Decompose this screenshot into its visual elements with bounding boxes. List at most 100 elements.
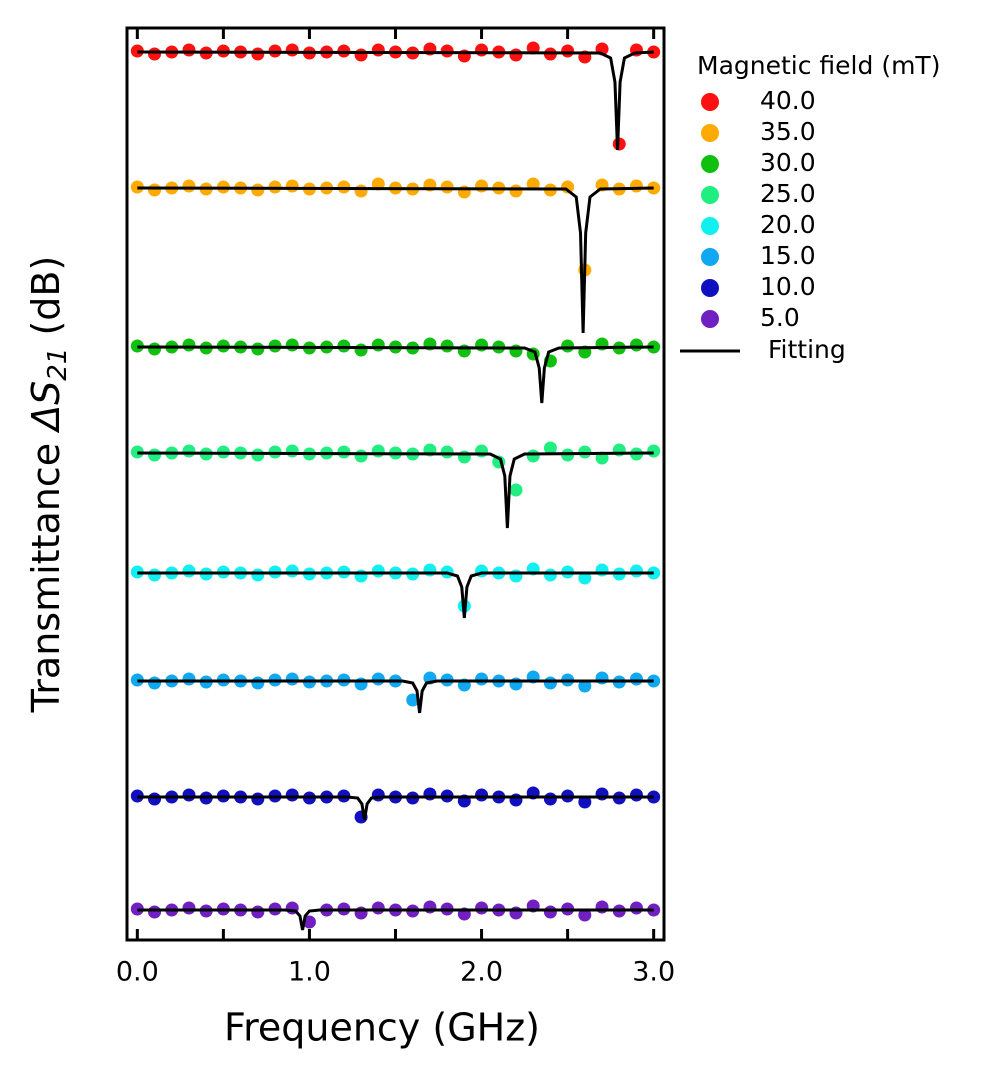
data-point bbox=[475, 444, 489, 458]
data-point bbox=[182, 444, 196, 458]
data-point bbox=[475, 672, 489, 686]
data-point bbox=[509, 483, 523, 497]
data-point bbox=[354, 449, 368, 463]
data-point bbox=[440, 44, 454, 58]
data-point bbox=[251, 183, 265, 197]
x-tick-label: 2.0 bbox=[460, 957, 503, 988]
data-point bbox=[543, 441, 557, 455]
data-point bbox=[423, 900, 437, 914]
data-point bbox=[440, 180, 454, 194]
data-point bbox=[148, 568, 162, 582]
data-point bbox=[629, 338, 643, 352]
data-point bbox=[509, 677, 523, 691]
data-point bbox=[251, 792, 265, 806]
legend-label: 40.0 bbox=[760, 86, 816, 115]
data-point bbox=[251, 905, 265, 919]
data-point bbox=[148, 792, 162, 806]
data-point bbox=[285, 672, 299, 686]
data-point bbox=[354, 48, 368, 62]
data-point bbox=[509, 344, 523, 358]
data-point bbox=[285, 564, 299, 578]
data-point bbox=[182, 564, 196, 578]
plot-frame bbox=[125, 26, 666, 942]
data-point bbox=[526, 41, 540, 55]
data-point bbox=[509, 48, 523, 62]
data-point bbox=[371, 444, 385, 458]
legend-label: Fitting bbox=[768, 335, 846, 364]
data-point bbox=[371, 788, 385, 802]
data-point bbox=[251, 448, 265, 462]
data-point bbox=[578, 795, 592, 809]
data-point bbox=[440, 339, 454, 353]
data-point bbox=[578, 445, 592, 459]
data-point bbox=[251, 342, 265, 356]
data-point bbox=[371, 43, 385, 57]
data-point bbox=[526, 177, 540, 191]
x-tick-label: 1.0 bbox=[288, 957, 331, 988]
data-point bbox=[130, 44, 144, 58]
data-point bbox=[629, 788, 643, 802]
data-point bbox=[182, 179, 196, 193]
data-point bbox=[578, 571, 592, 585]
legend-label: 15.0 bbox=[760, 241, 816, 270]
data-point bbox=[354, 343, 368, 357]
data-point bbox=[578, 908, 592, 922]
data-point bbox=[595, 563, 609, 577]
fit-line bbox=[137, 451, 654, 529]
data-point bbox=[285, 338, 299, 352]
data-point bbox=[285, 788, 299, 802]
data-point bbox=[406, 693, 420, 707]
fit-line bbox=[137, 50, 654, 151]
data-point bbox=[148, 342, 162, 356]
data-point bbox=[182, 901, 196, 915]
fit-line bbox=[137, 679, 654, 714]
data-point bbox=[475, 43, 489, 57]
data-point bbox=[354, 677, 368, 691]
y-axis-label: Transmittance ΔS21 (dB) bbox=[24, 256, 73, 714]
data-point bbox=[475, 788, 489, 802]
data-point bbox=[337, 445, 351, 459]
data-point bbox=[354, 569, 368, 583]
legend-label: 25.0 bbox=[760, 179, 816, 208]
legend-label: 35.0 bbox=[760, 117, 816, 146]
x-tick-label: 3.0 bbox=[632, 957, 675, 988]
y-label-part: (dB) bbox=[24, 256, 68, 348]
data-point bbox=[543, 905, 557, 919]
legend-label: 5.0 bbox=[760, 303, 800, 332]
data-point bbox=[526, 449, 540, 463]
data-point bbox=[182, 672, 196, 686]
data-point bbox=[251, 676, 265, 690]
data-point bbox=[148, 676, 162, 690]
legend-marker bbox=[701, 279, 719, 297]
data-point bbox=[578, 679, 592, 693]
legend-marker bbox=[701, 93, 719, 111]
data-point bbox=[302, 915, 316, 929]
data-point bbox=[475, 338, 489, 352]
data-point bbox=[354, 184, 368, 198]
data-point bbox=[182, 788, 196, 802]
data-point bbox=[371, 564, 385, 578]
x-tick-label: 0.0 bbox=[116, 957, 159, 988]
data-point bbox=[543, 676, 557, 690]
legend-marker bbox=[701, 217, 719, 235]
data-point bbox=[595, 787, 609, 801]
data-point bbox=[148, 448, 162, 462]
data-point bbox=[285, 179, 299, 193]
data-point bbox=[543, 792, 557, 806]
data-point bbox=[509, 793, 523, 807]
data-point bbox=[371, 672, 385, 686]
data-point bbox=[509, 569, 523, 583]
data-point bbox=[629, 901, 643, 915]
data-point bbox=[595, 900, 609, 914]
data-point bbox=[543, 568, 557, 582]
data-point bbox=[475, 179, 489, 193]
data-point bbox=[130, 445, 144, 459]
data-point bbox=[148, 47, 162, 61]
data-point bbox=[130, 339, 144, 353]
data-point bbox=[595, 671, 609, 685]
data-point bbox=[629, 672, 643, 686]
fit-line bbox=[137, 795, 654, 821]
data-point bbox=[423, 563, 437, 577]
data-point bbox=[148, 183, 162, 197]
